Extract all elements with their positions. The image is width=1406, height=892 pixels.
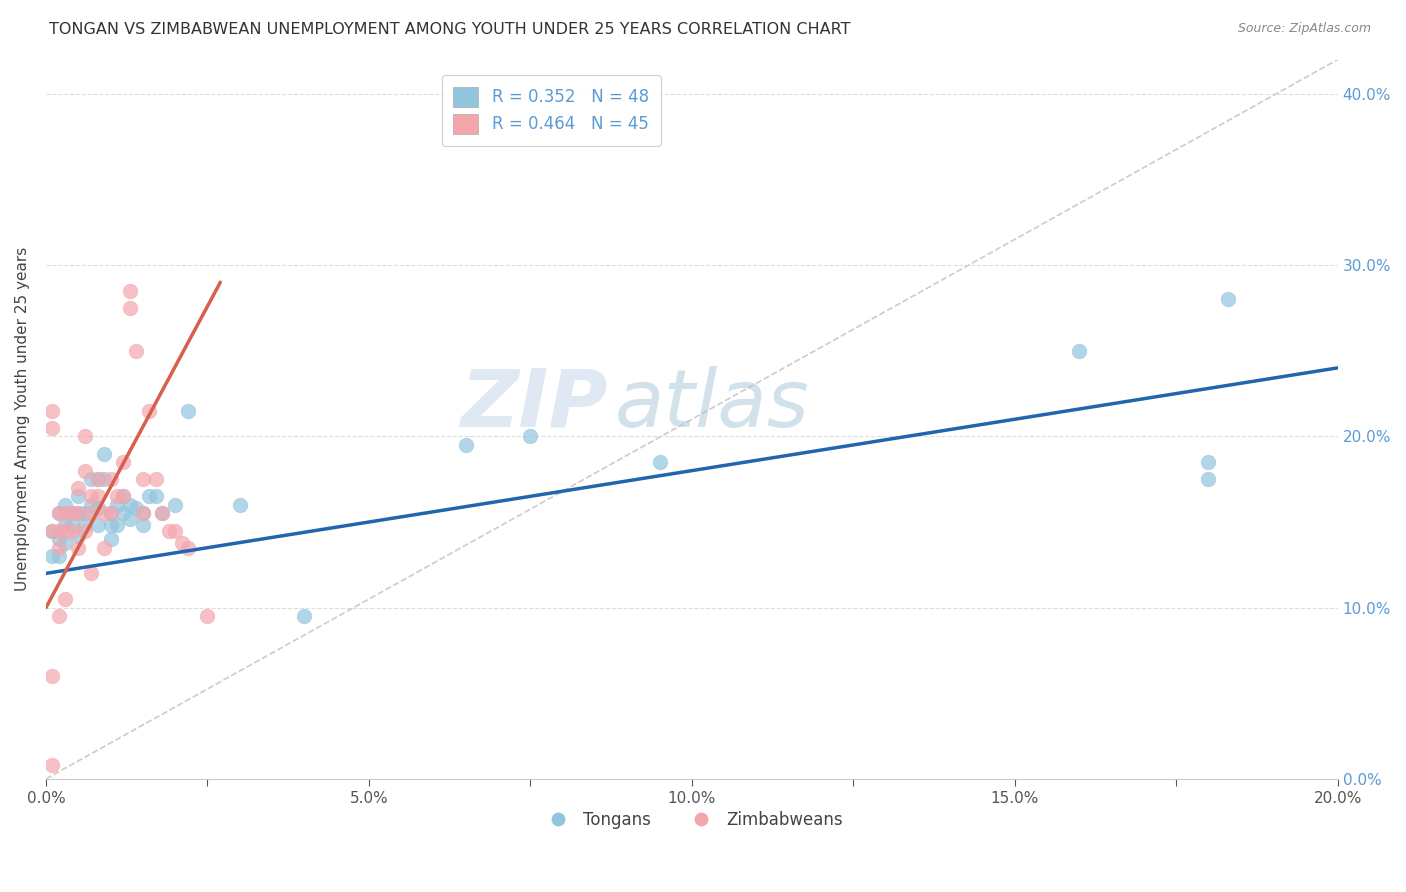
Point bbox=[86, 472, 108, 486]
Point bbox=[112, 489, 135, 503]
Point bbox=[41, 669, 63, 683]
Point bbox=[60, 524, 83, 538]
Point bbox=[132, 507, 155, 521]
Point bbox=[177, 403, 200, 417]
Point bbox=[170, 535, 193, 549]
Point bbox=[93, 472, 115, 486]
Point bbox=[118, 301, 141, 315]
Point bbox=[41, 524, 63, 538]
Text: Source: ZipAtlas.com: Source: ZipAtlas.com bbox=[1237, 22, 1371, 36]
Point bbox=[53, 524, 76, 538]
Point bbox=[48, 609, 70, 624]
Point bbox=[67, 507, 90, 521]
Point bbox=[1198, 472, 1220, 486]
Point bbox=[105, 489, 128, 503]
Point bbox=[48, 507, 70, 521]
Point bbox=[67, 507, 90, 521]
Point bbox=[80, 566, 103, 581]
Point bbox=[86, 518, 108, 533]
Point bbox=[145, 472, 167, 486]
Point bbox=[93, 541, 115, 555]
Point bbox=[100, 507, 122, 521]
Point bbox=[132, 507, 155, 521]
Point bbox=[112, 507, 135, 521]
Point bbox=[132, 518, 155, 533]
Point bbox=[454, 438, 477, 452]
Point bbox=[177, 541, 200, 555]
Point bbox=[60, 518, 83, 533]
Text: ZIP: ZIP bbox=[461, 366, 607, 444]
Point bbox=[86, 501, 108, 516]
Point bbox=[67, 541, 90, 555]
Text: atlas: atlas bbox=[614, 366, 808, 444]
Point bbox=[73, 429, 96, 443]
Point bbox=[105, 498, 128, 512]
Point bbox=[80, 498, 103, 512]
Point bbox=[53, 498, 76, 512]
Point bbox=[48, 507, 70, 521]
Point bbox=[53, 518, 76, 533]
Point bbox=[86, 489, 108, 503]
Point bbox=[86, 472, 108, 486]
Point bbox=[93, 446, 115, 460]
Legend: Tongans, Zimbabweans: Tongans, Zimbabweans bbox=[534, 804, 849, 835]
Point bbox=[125, 343, 148, 358]
Point bbox=[138, 489, 160, 503]
Point bbox=[41, 421, 63, 435]
Point bbox=[60, 507, 83, 521]
Point bbox=[53, 535, 76, 549]
Point bbox=[648, 455, 671, 469]
Point bbox=[197, 609, 219, 624]
Point bbox=[48, 524, 70, 538]
Point bbox=[100, 518, 122, 533]
Point bbox=[60, 507, 83, 521]
Point bbox=[53, 507, 76, 521]
Point bbox=[100, 472, 122, 486]
Point bbox=[125, 501, 148, 516]
Point bbox=[67, 529, 90, 543]
Point bbox=[80, 507, 103, 521]
Point bbox=[165, 524, 187, 538]
Point bbox=[41, 549, 63, 564]
Point bbox=[41, 524, 63, 538]
Point bbox=[145, 489, 167, 503]
Point bbox=[73, 524, 96, 538]
Point bbox=[41, 758, 63, 772]
Point bbox=[100, 507, 122, 521]
Point bbox=[48, 532, 70, 546]
Point bbox=[93, 507, 115, 521]
Point bbox=[100, 532, 122, 546]
Text: TONGAN VS ZIMBABWEAN UNEMPLOYMENT AMONG YOUTH UNDER 25 YEARS CORRELATION CHART: TONGAN VS ZIMBABWEAN UNEMPLOYMENT AMONG … bbox=[49, 22, 851, 37]
Point bbox=[67, 489, 90, 503]
Point bbox=[48, 549, 70, 564]
Point bbox=[132, 472, 155, 486]
Point bbox=[118, 498, 141, 512]
Point bbox=[41, 403, 63, 417]
Point bbox=[1198, 455, 1220, 469]
Point bbox=[112, 455, 135, 469]
Point bbox=[519, 429, 541, 443]
Point bbox=[292, 609, 315, 624]
Point bbox=[80, 489, 103, 503]
Point bbox=[73, 518, 96, 533]
Point bbox=[53, 592, 76, 607]
Point bbox=[165, 498, 187, 512]
Point bbox=[157, 524, 180, 538]
Point bbox=[105, 518, 128, 533]
Point bbox=[73, 507, 96, 521]
Point bbox=[150, 507, 173, 521]
Y-axis label: Unemployment Among Youth under 25 years: Unemployment Among Youth under 25 years bbox=[15, 247, 30, 591]
Point bbox=[150, 507, 173, 521]
Point bbox=[1216, 293, 1239, 307]
Point bbox=[118, 511, 141, 525]
Point bbox=[118, 284, 141, 298]
Point bbox=[48, 541, 70, 555]
Point bbox=[112, 489, 135, 503]
Point bbox=[138, 403, 160, 417]
Point bbox=[228, 498, 250, 512]
Point bbox=[1069, 343, 1091, 358]
Point bbox=[80, 472, 103, 486]
Point bbox=[73, 464, 96, 478]
Point bbox=[67, 481, 90, 495]
